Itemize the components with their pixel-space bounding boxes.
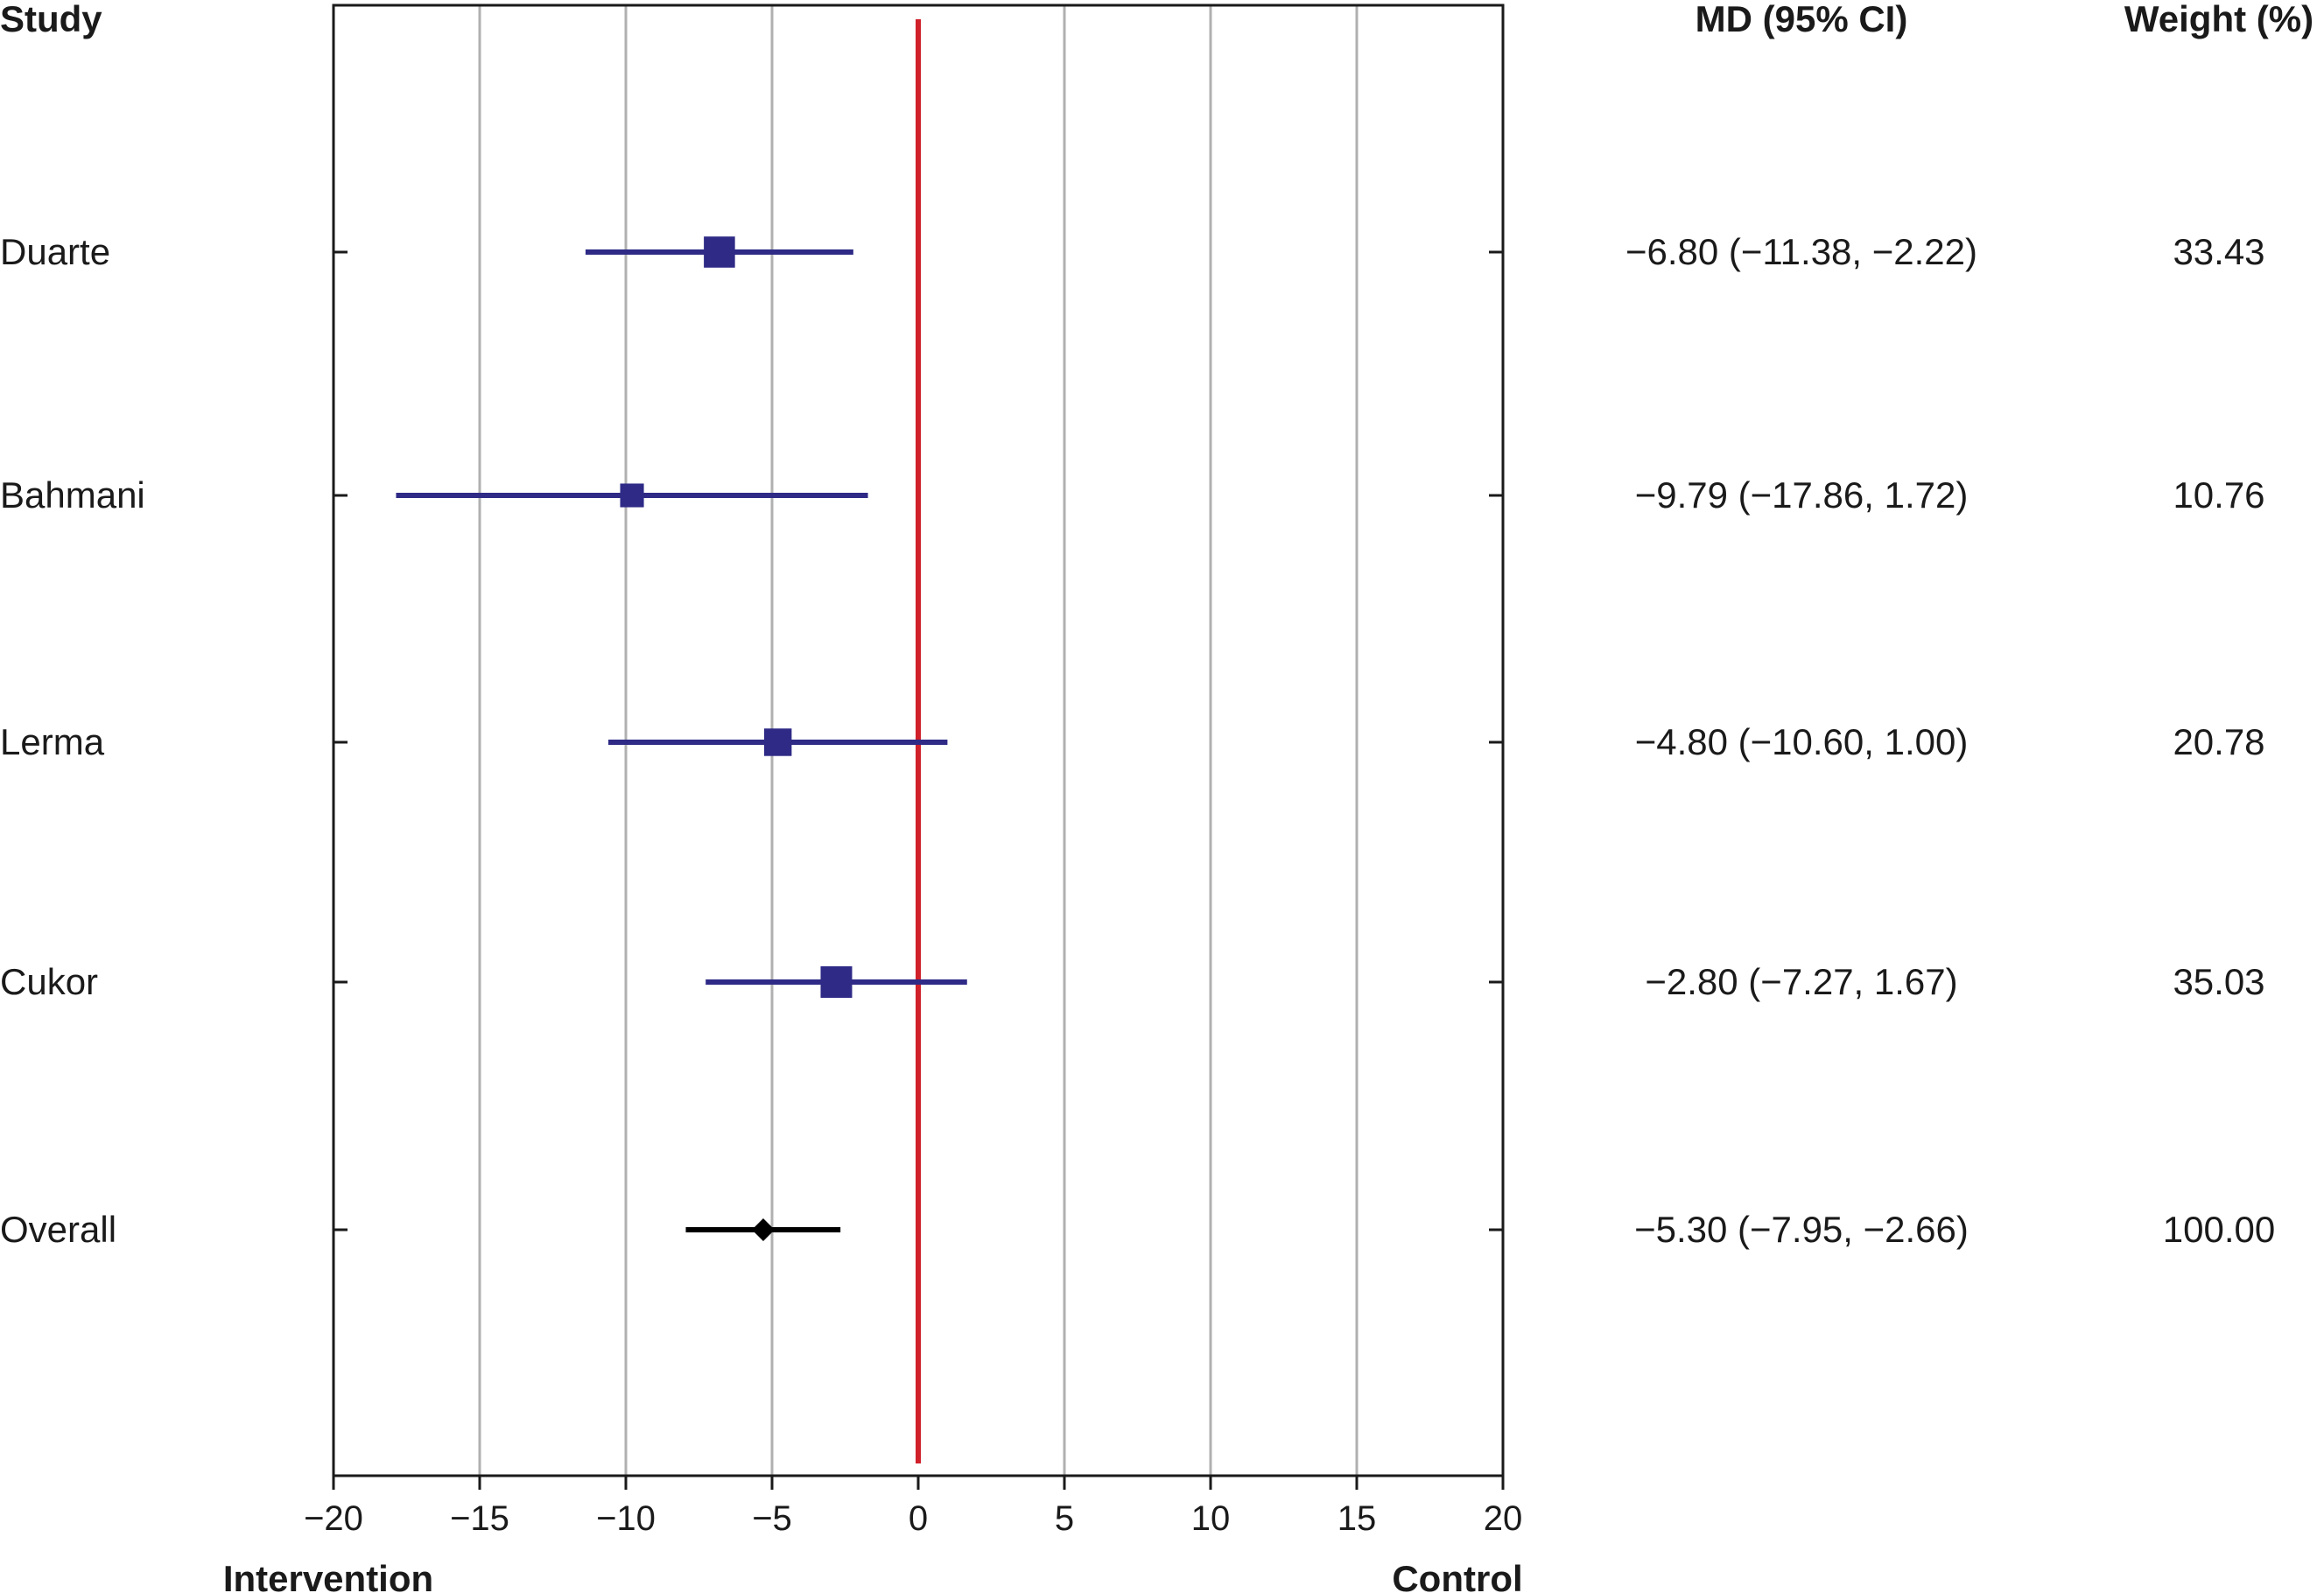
weight-value: 20.78 bbox=[2173, 721, 2264, 762]
x-axis-ticks: −20 −15 −10 −5 0 5 10 15 20 bbox=[304, 1476, 1522, 1538]
md-ci-value: −2.80 (−7.27, 1.67) bbox=[1645, 961, 1957, 1002]
x-tick-label: −5 bbox=[752, 1499, 792, 1538]
axis-label-control: Control bbox=[1392, 1558, 1522, 1593]
x-tick-label: 10 bbox=[1191, 1499, 1231, 1538]
md-ci-value: −5.30 (−7.95, −2.66) bbox=[1634, 1209, 1969, 1250]
point-estimate bbox=[704, 236, 735, 268]
study-row: Bahmani −9.79 (−17.86, 1.72) 10.76 bbox=[0, 474, 2265, 516]
header-weight: Weight (%) bbox=[2124, 0, 2313, 39]
weight-value: 35.03 bbox=[2173, 961, 2264, 1002]
md-ci-value: −4.80 (−10.60, 1.00) bbox=[1635, 721, 1969, 762]
study-name: Duarte bbox=[0, 231, 110, 272]
x-tick-label: −20 bbox=[304, 1499, 363, 1538]
overall-diamond bbox=[751, 1218, 775, 1241]
study-row: Duarte −6.80 (−11.38, −2.22) 33.43 bbox=[0, 231, 2265, 272]
x-tick-label: 0 bbox=[909, 1499, 928, 1538]
weight-value: 33.43 bbox=[2173, 231, 2264, 272]
point-estimate bbox=[763, 728, 792, 756]
x-tick-label: −10 bbox=[596, 1499, 656, 1538]
weight-value: 100.00 bbox=[2163, 1209, 2275, 1250]
md-ci-value: −9.79 (−17.86, 1.72) bbox=[1635, 474, 1969, 516]
overall-row: Overall −5.30 (−7.95, −2.66) 100.00 bbox=[0, 1209, 2275, 1250]
study-row: Cukor −2.80 (−7.27, 1.67) 35.03 bbox=[0, 961, 2265, 1002]
axis-label-intervention: Intervention bbox=[223, 1558, 433, 1593]
x-tick-label: 15 bbox=[1338, 1499, 1377, 1538]
weight-value: 10.76 bbox=[2173, 474, 2264, 516]
header-study: Study bbox=[0, 0, 102, 39]
x-tick-label: 20 bbox=[1484, 1499, 1523, 1538]
overall-label: Overall bbox=[0, 1209, 116, 1250]
md-ci-value: −6.80 (−11.38, −2.22) bbox=[1625, 231, 1977, 272]
study-rows: Duarte −6.80 (−11.38, −2.22) 33.43 Bahmani −… bbox=[0, 231, 2275, 1250]
point-estimate bbox=[620, 483, 644, 508]
study-row: Lerma −4.80 (−10.60, 1.00) 20.78 bbox=[0, 721, 2265, 762]
study-name: Cukor bbox=[0, 961, 98, 1002]
header-md: MD (95% CI) bbox=[1696, 0, 1908, 39]
x-tick-label: −15 bbox=[450, 1499, 509, 1538]
study-name: Bahmani bbox=[0, 474, 145, 516]
study-name: Lerma bbox=[0, 721, 105, 762]
point-estimate bbox=[820, 966, 853, 998]
x-tick-label: 5 bbox=[1055, 1499, 1074, 1538]
